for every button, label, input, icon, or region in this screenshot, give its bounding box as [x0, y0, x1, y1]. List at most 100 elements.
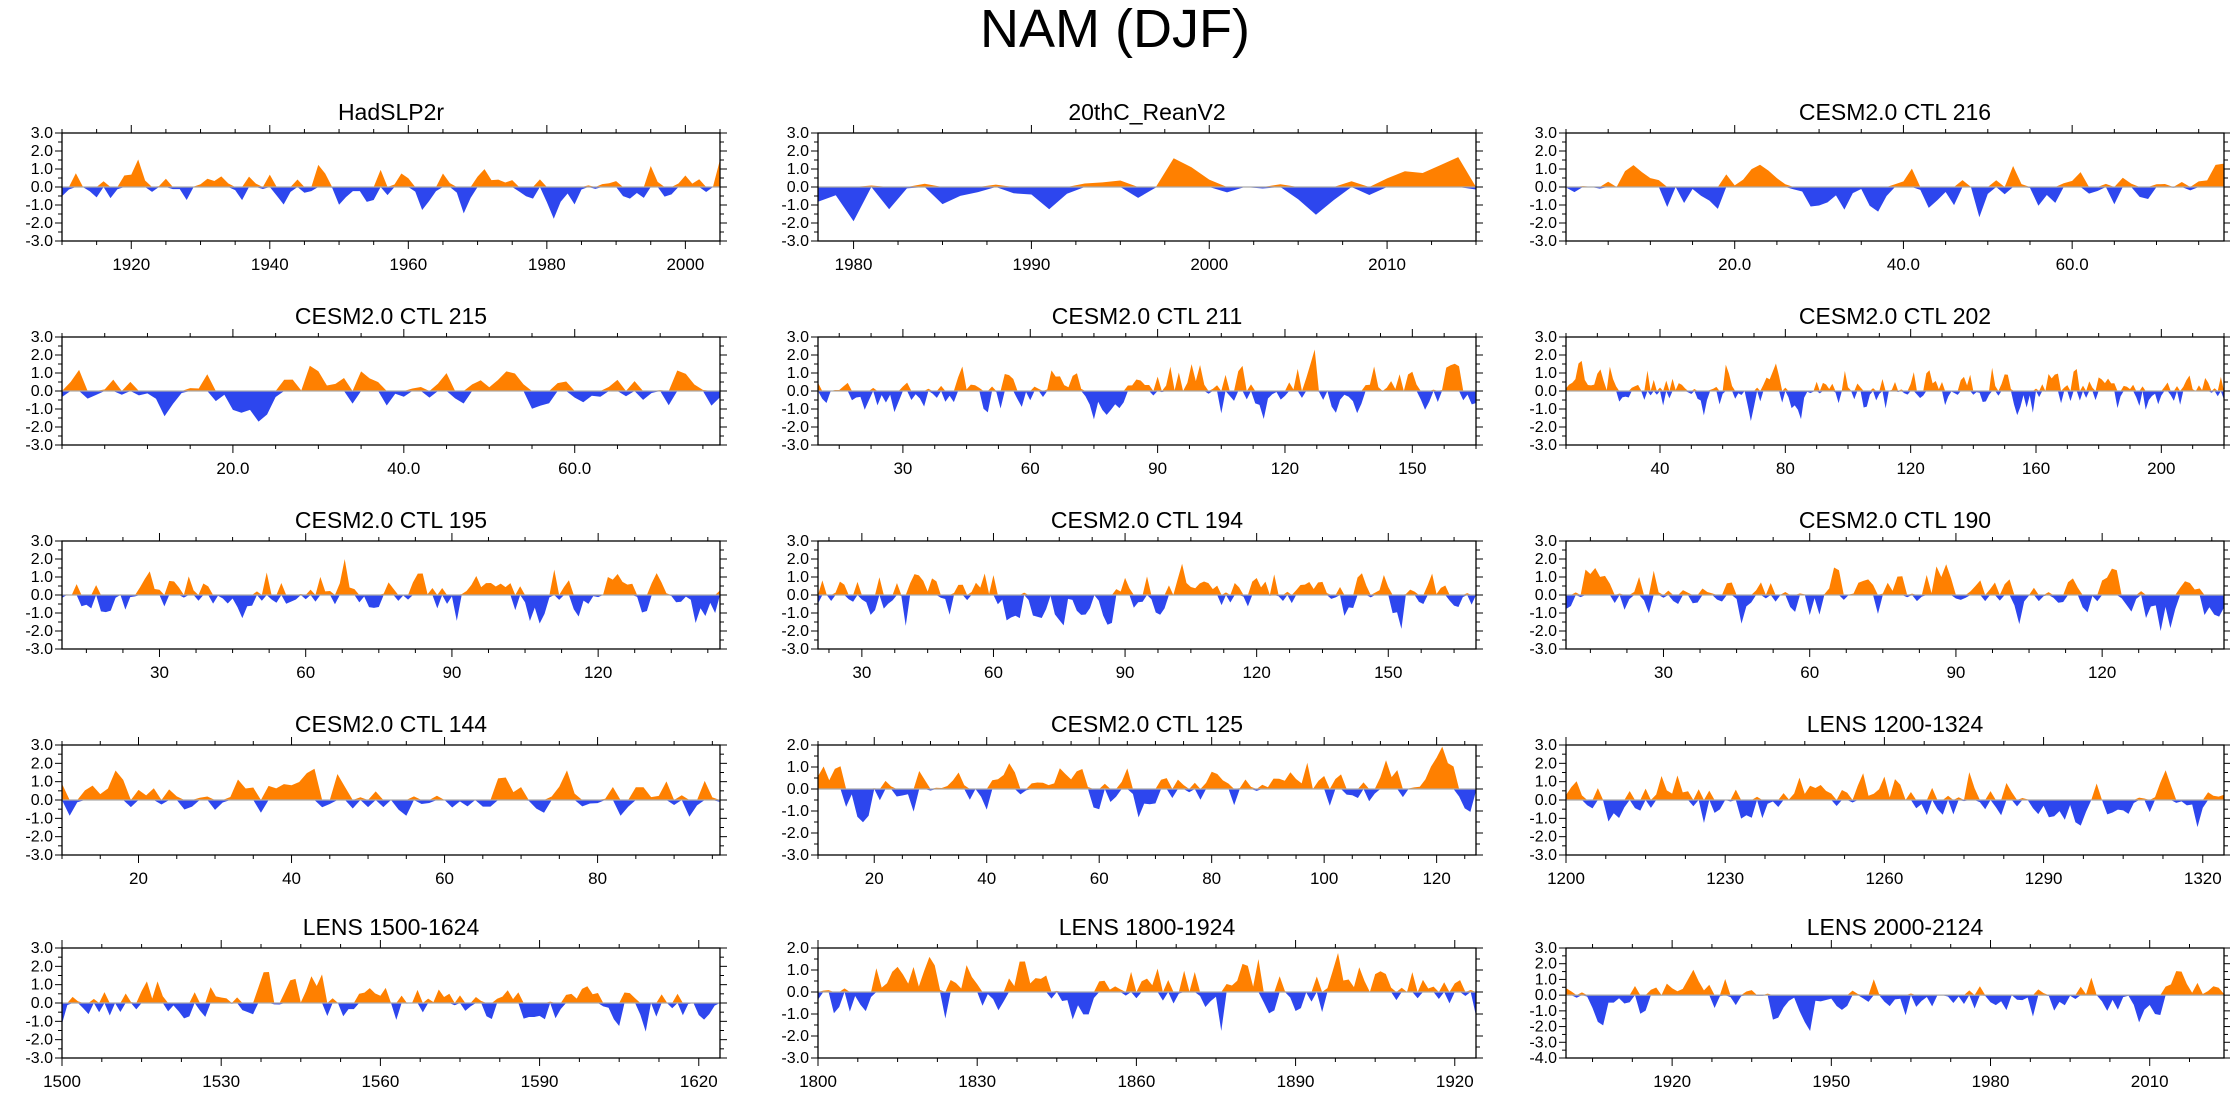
- panel-title: CESM2.0 CTL 125: [1051, 711, 1243, 737]
- y-tick-label: -2.0: [781, 419, 809, 436]
- panel-title: LENS 1200-1324: [1807, 711, 1984, 737]
- panel-12: LENS 1200-1324 3.02.0 1.00.0-1.0 -2.0-3.0 12…: [1529, 711, 2230, 888]
- x-tick-label: 120: [584, 663, 612, 682]
- panel-title: LENS 1500-1624: [303, 914, 480, 940]
- negative-area: [1566, 391, 2224, 422]
- negative-area: [62, 1003, 720, 1032]
- panel-1: HadSLP2r 3.02.01.00.0-1.0-2.0-3.0 1920 1940…: [25, 99, 727, 274]
- y-tick-label: -1.0: [25, 1013, 53, 1030]
- panel-9: CESM2.0 CTL 190 3.02.01.00.0-1.0-2.0-3.0 3…: [1529, 507, 2230, 682]
- y-tick-label: -2.0: [25, 215, 53, 232]
- negative-area: [62, 800, 720, 817]
- y-tick-label: -3.0: [1529, 437, 1557, 454]
- positive-area: [62, 365, 720, 391]
- y-tick-label: -3.0: [781, 233, 809, 250]
- panel-15: LENS 2000-2124 3.02.01.00.0-1.0-2.0-3.0-4…: [1529, 914, 2230, 1091]
- y-tick-label: -4.0: [1529, 1050, 1557, 1067]
- y-tick-label: 3.0: [1535, 329, 1557, 346]
- x-tick-label: 80: [588, 869, 607, 888]
- y-tick-label: 0.0: [1535, 179, 1557, 196]
- y-tick-label: 1.0: [787, 365, 809, 382]
- x-tick-label: 1500: [43, 1072, 81, 1091]
- y-tick-label: 3.0: [31, 940, 53, 957]
- y-tick-label: 3.0: [1535, 125, 1557, 142]
- y-tick-label: 1.0: [787, 569, 809, 586]
- x-tick-label: 2010: [2131, 1072, 2169, 1091]
- y-tick-label: -2.0: [781, 825, 809, 842]
- x-tick-label: 60: [435, 869, 454, 888]
- x-tick-label: 30: [893, 459, 912, 478]
- positive-area: [62, 971, 720, 1003]
- negative-area: [1566, 595, 2224, 632]
- y-tick-label: 1.0: [1535, 161, 1557, 178]
- main-title: NAM (DJF): [980, 0, 1250, 59]
- x-tick-label: 1940: [251, 255, 289, 274]
- panel-title: CESM2.0 CTL 195: [295, 507, 487, 533]
- y-tick-label: -1.0: [25, 197, 53, 214]
- x-tick-label: 2010: [1368, 255, 1406, 274]
- panel-13: LENS 1500-1624 3.02.0 1.00.0-1.0 -2.0-3.0 15…: [25, 914, 727, 1091]
- negative-area: [62, 595, 720, 624]
- y-tick-label: 2.0: [787, 551, 809, 568]
- x-tick-label: 1530: [202, 1072, 240, 1091]
- y-tick-label: -1.0: [1529, 401, 1557, 418]
- panel-5: CESM2.0 CTL 211 3.02.01.00.0-1.0-2.0-3.0 3…: [781, 303, 1483, 478]
- y-tick-label: 1.0: [787, 161, 809, 178]
- plot-frame: [1565, 947, 2225, 1059]
- x-tick-label: 20: [865, 869, 884, 888]
- y-tick-label: 3.0: [787, 125, 809, 142]
- x-tick-label: 60.0: [2056, 255, 2089, 274]
- positive-area: [818, 157, 1476, 187]
- x-tick-label: 90: [1946, 663, 1965, 682]
- y-tick-label: 2.0: [787, 347, 809, 364]
- x-tick-label: 60: [984, 663, 1003, 682]
- x-tick-label: 1960: [389, 255, 427, 274]
- y-tick-label: -3.0: [781, 641, 809, 658]
- y-tick-label: -1.0: [1529, 197, 1557, 214]
- panel-title: CESM2.0 CTL 216: [1799, 99, 1991, 125]
- y-tick-label: 0.0: [1535, 587, 1557, 604]
- negative-area: [818, 187, 1476, 222]
- y-tick-label: -3.0: [781, 847, 809, 864]
- x-tick-label: 120: [2088, 663, 2116, 682]
- panel-7: CESM2.0 CTL 195 3.02.01.00.0-1.0-2.0-3.0 3…: [25, 507, 727, 682]
- y-tick-label: 1.0: [31, 774, 53, 791]
- y-tick-label: 1.0: [787, 759, 809, 776]
- plot-frame: [817, 947, 1477, 1059]
- x-tick-label: 40.0: [1887, 255, 1920, 274]
- x-tick-label: 1920: [112, 255, 150, 274]
- x-tick-label: 1320: [2184, 869, 2222, 888]
- x-tick-label: 120: [1242, 663, 1270, 682]
- panel-4: CESM2.0 CTL 215 3.02.01.00.0-1.0-2.0-3.0 2…: [25, 303, 727, 478]
- y-tick-label: 2.0: [787, 143, 809, 160]
- y-tick-label: 0.0: [31, 587, 53, 604]
- y-tick-label: 0.0: [787, 781, 809, 798]
- y-tick-label: 0.0: [31, 179, 53, 196]
- y-tick-label: 3.0: [1535, 533, 1557, 550]
- y-tick-label: 2.0: [31, 143, 53, 160]
- y-tick-label: 1.0: [31, 365, 53, 382]
- y-tick-label: 2.0: [1535, 143, 1557, 160]
- y-tick-label: -3.0: [781, 1050, 809, 1067]
- panel-title: CESM2.0 CTL 194: [1051, 507, 1243, 533]
- panel-11: CESM2.0 CTL 125 2.0 1.0 0.0 -1.0 -2.0 -3.0 20 40…: [781, 711, 1483, 888]
- x-tick-label: 120: [1422, 869, 1450, 888]
- y-tick-label: -1.0: [25, 605, 53, 622]
- y-tick-label: -2.0: [781, 215, 809, 232]
- x-tick-label: 1860: [1117, 1072, 1155, 1091]
- y-tick-label: 2.0: [1535, 347, 1557, 364]
- x-tick-label: 1200: [1547, 869, 1585, 888]
- x-tick-label: 60: [1800, 663, 1819, 682]
- x-tick-label: 1230: [1706, 869, 1744, 888]
- positive-area: [1566, 969, 2224, 996]
- y-tick-label: -1.0: [1529, 1003, 1557, 1020]
- y-tick-label: 1.0: [31, 569, 53, 586]
- panel-8: CESM2.0 CTL 194 3.02.01.00.0-1.0-2.0-3.0 3…: [781, 507, 1483, 682]
- y-tick-label: -3.0: [1529, 1034, 1557, 1051]
- negative-area: [1566, 187, 2224, 218]
- y-tick-label: -3.0: [25, 1050, 53, 1067]
- panel-title: HadSLP2r: [338, 99, 444, 125]
- positive-area: [62, 768, 720, 800]
- y-tick-label: 2.0: [787, 737, 809, 754]
- panel-title: LENS 2000-2124: [1807, 914, 1984, 940]
